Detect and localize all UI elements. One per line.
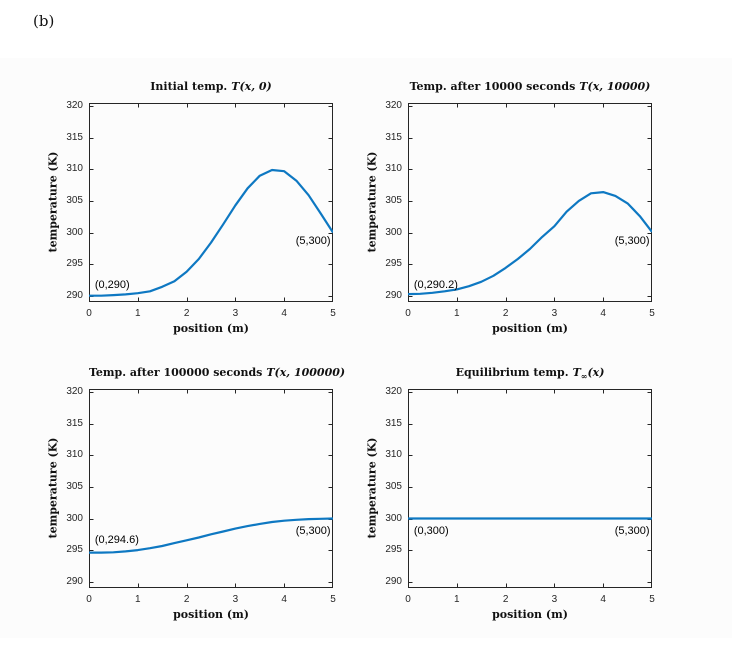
- y-tick-label: 310: [385, 163, 402, 175]
- y-tick-label: 310: [66, 163, 83, 175]
- axes-box: [408, 103, 652, 302]
- x-tick-label: 1: [454, 308, 460, 319]
- x-tick-label: 5: [330, 308, 336, 319]
- x-tick-label: 3: [232, 594, 239, 605]
- y-tick-label: 300: [66, 226, 83, 238]
- point-annotation: (0,290.2): [413, 278, 458, 291]
- temperature-curve: [89, 168, 333, 297]
- x-tick-label: 3: [551, 308, 558, 319]
- plot-title: Equilibrium temp. T∞(x): [408, 366, 652, 381]
- y-tick-label: 305: [66, 194, 83, 206]
- x-tick-label: 4: [281, 308, 287, 319]
- x-tick-label: 2: [183, 594, 190, 605]
- y-tick-label: 290: [385, 289, 402, 301]
- x-tick-label: 2: [502, 594, 509, 605]
- y-tick-label: 305: [385, 194, 402, 206]
- y-tick-label: 320: [66, 100, 83, 112]
- axes-box: [89, 103, 333, 302]
- point-annotation: (5,300): [614, 524, 650, 537]
- x-tick-label: 0: [405, 308, 411, 319]
- y-tick-label: 300: [66, 512, 83, 524]
- subfigure-label: (b): [33, 12, 55, 30]
- plot-canvas: [408, 103, 652, 302]
- title-math: T∞(x): [572, 366, 605, 382]
- point-annotation: (5,300): [295, 524, 331, 537]
- title-math: T(x, 10000): [579, 80, 651, 93]
- x-tick-label: 5: [330, 594, 336, 605]
- point-annotation: (5,300): [295, 234, 331, 247]
- point-annotation: (5,300): [614, 234, 650, 247]
- x-tick-label: 2: [183, 308, 190, 319]
- temperature-curve: [89, 517, 333, 554]
- plot-canvas: [89, 103, 333, 302]
- x-tick-label: 1: [454, 594, 460, 605]
- x-tick-label: 0: [405, 594, 411, 605]
- x-axis-label: position (m): [492, 322, 568, 335]
- subplot-temp-100000s: Temp. after 100000 seconds T(x, 100000) t…: [29, 359, 348, 659]
- title-text: Temp. after 10000 seconds: [409, 80, 576, 93]
- point-annotation: (0,294.6): [94, 533, 139, 546]
- y-tick-label: 315: [385, 417, 402, 429]
- plot-title: Temp. after 100000 seconds T(x, 100000): [89, 366, 345, 381]
- y-tick-label: 310: [385, 449, 402, 461]
- plot-canvas: [89, 389, 333, 588]
- x-axis-label: position (m): [492, 608, 568, 621]
- x-tick-label: 5: [649, 594, 655, 605]
- x-tick-label: 4: [600, 594, 606, 605]
- y-tick-label: 295: [385, 544, 402, 556]
- y-tick-label: 300: [385, 512, 402, 524]
- y-tick-label: 315: [66, 417, 83, 429]
- y-tick-label: 315: [385, 131, 402, 143]
- title-text: Temp. after 100000 seconds: [89, 366, 263, 379]
- figure-background: [0, 58, 732, 638]
- x-tick-label: 3: [232, 308, 239, 319]
- y-tick-label: 290: [66, 289, 83, 301]
- subplot-equilibrium-temp: Equilibrium temp. T∞(x) temperature (K) p…: [348, 359, 667, 659]
- title-text: Equilibrium temp.: [455, 366, 569, 379]
- x-tick-label: 1: [135, 308, 141, 319]
- y-tick-label: 300: [385, 226, 402, 238]
- y-tick-label: 320: [385, 100, 402, 112]
- plot-canvas: [408, 389, 652, 588]
- y-tick-label: 295: [385, 258, 402, 270]
- y-tick-label: 320: [385, 386, 402, 398]
- y-tick-label: 305: [385, 480, 402, 492]
- axes-box: [89, 389, 333, 588]
- x-tick-label: 4: [281, 594, 287, 605]
- x-tick-label: 0: [86, 594, 92, 605]
- subplot-initial-temp: Initial temp. T(x, 0) temperature (K) pos…: [29, 73, 348, 373]
- y-tick-label: 295: [66, 544, 83, 556]
- y-tick-label: 305: [66, 480, 83, 492]
- y-tick-label: 320: [66, 386, 83, 398]
- point-annotation: (0,290): [94, 278, 130, 291]
- plot-title: Initial temp. T(x, 0): [89, 80, 333, 95]
- axes-box: [408, 389, 652, 588]
- title-text: Initial temp.: [150, 80, 228, 93]
- x-tick-label: 0: [86, 308, 92, 319]
- y-tick-label: 290: [385, 575, 402, 587]
- x-axis-label: position (m): [173, 322, 249, 335]
- x-tick-label: 5: [649, 308, 655, 319]
- x-axis-label: position (m): [173, 608, 249, 621]
- subplot-temp-10000s: Temp. after 10000 seconds T(x, 10000) tem…: [348, 73, 667, 373]
- x-tick-label: 4: [600, 308, 606, 319]
- plot-title: Temp. after 10000 seconds T(x, 10000): [408, 80, 652, 95]
- temperature-curve: [408, 190, 652, 296]
- title-math: T(x, 100000): [266, 366, 346, 379]
- y-tick-label: 315: [66, 131, 83, 143]
- y-tick-label: 290: [66, 575, 83, 587]
- x-tick-label: 3: [551, 594, 558, 605]
- point-annotation: (0,300): [413, 524, 449, 537]
- y-tick-label: 295: [66, 258, 83, 270]
- title-math: T(x, 0): [231, 80, 272, 93]
- x-tick-label: 1: [135, 594, 141, 605]
- y-tick-label: 310: [66, 449, 83, 461]
- x-tick-label: 2: [502, 308, 509, 319]
